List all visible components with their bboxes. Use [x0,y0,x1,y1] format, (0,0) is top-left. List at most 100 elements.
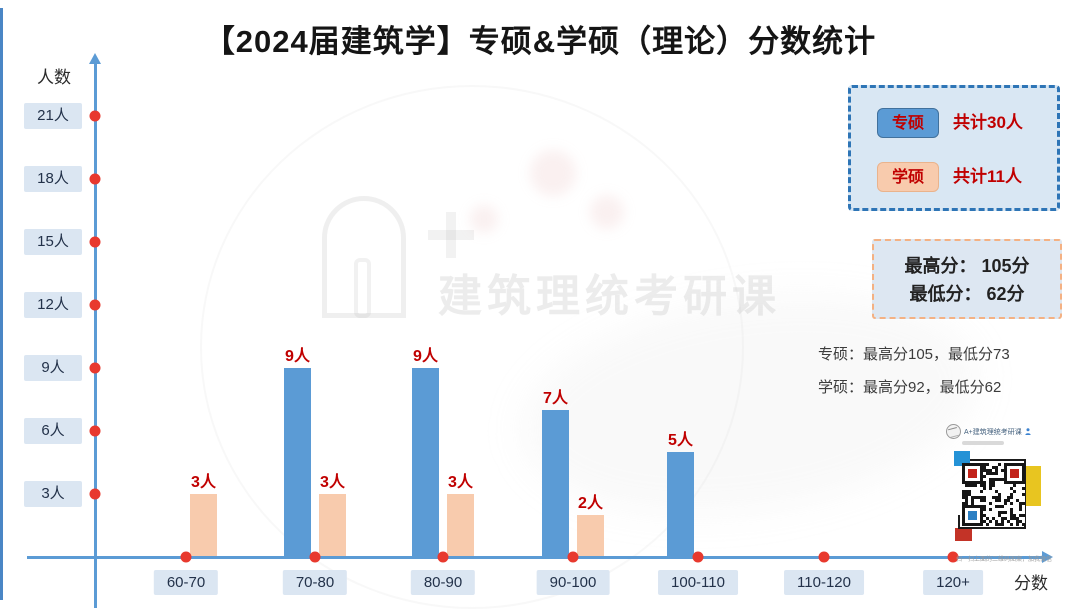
qr-module [998,463,1001,466]
qr-module [989,478,992,481]
qr-module [995,505,998,508]
qr-module [998,505,1001,508]
qr-module [962,493,965,496]
qr-module [986,472,989,475]
bar-value-label: 3人 [191,474,216,491]
qr-account-name: A+建筑理统考研课 [964,428,1022,436]
y-tick-dot [89,425,101,437]
qr-module [992,466,995,469]
qr-module [986,469,989,472]
mondrian-red-rect [955,528,972,541]
x-tick-label: 120+ [923,570,983,595]
qr-module [1001,511,1004,514]
qr-module [965,502,968,505]
mondrian-yellow-rect [1025,466,1041,506]
qr-module [1010,517,1013,520]
qr-module [962,502,965,505]
qr-module [1001,469,1004,472]
qr-module [983,520,986,523]
qr-module [1022,493,1025,496]
bar-value-label: 7人 [543,390,568,407]
bar-value-label: 5人 [668,432,693,449]
qr-module [998,499,1001,502]
qr-module [992,472,995,475]
qr-module [983,514,986,517]
qr-module [1010,487,1013,490]
legend-total-pro-master: 共计30人 [953,113,1023,132]
qr-module [992,517,995,520]
qr-module [1019,505,1022,508]
qr-module [1001,478,1004,481]
qr-frame-line [958,527,1026,529]
qr-module [995,466,998,469]
qr-module [998,511,1001,514]
qr-module [965,484,968,487]
qr-module [1016,520,1019,523]
qr-module [989,508,992,511]
y-tick-dot [89,110,101,122]
qr-module [983,481,986,484]
qr-module [1019,514,1022,517]
bar-pro-master-70-80 [284,368,311,557]
qr-module [989,481,992,484]
y-tick-label: 18人 [24,166,82,192]
x-tick-dot [692,551,704,563]
x-tick-dot [818,551,830,563]
min-score-line: 最低分： 62分 [909,284,1025,304]
qr-module [1016,523,1019,526]
qr-module [983,505,986,508]
qr-module [1013,514,1016,517]
qr-module [1016,517,1019,520]
qr-module [998,523,1001,526]
qr-module [992,484,995,487]
qr-module [1010,493,1013,496]
x-tick-dot [947,551,959,563]
y-tick-dot [89,173,101,185]
series-notes: 专硕：最高分105，最低分73 学硕：最高分92，最低分62 [818,343,1010,409]
y-tick-label: 6人 [24,418,82,444]
qr-module [965,490,968,493]
qr-module [965,496,968,499]
qr-module [986,523,989,526]
qr-module [983,508,986,511]
qr-module [983,463,986,466]
qr-module [968,493,971,496]
qr-module [1022,523,1025,526]
qr-module [995,469,998,472]
y-tick-label: 9人 [24,355,82,381]
qr-subline-placeholder [962,441,1004,445]
legend-total-academic-master: 共计11人 [953,167,1022,186]
qr-module [1010,502,1013,505]
qr-module [983,466,986,469]
qr-finder-top-left [962,463,983,484]
qr-module [992,481,995,484]
legend-chip-academic-master: 学硕 [877,162,939,192]
x-tick-dot [437,551,449,563]
qr-code-block: A+建筑理统考研课 扫一扫上面的二维码图案，加我微信 [946,424,1062,563]
x-tick-label: 70-80 [282,570,348,595]
qr-module [1001,520,1004,523]
slide-left-border [0,8,3,600]
qr-module [989,502,992,505]
qr-module [992,496,995,499]
qr-module [983,487,986,490]
qr-module [980,499,983,502]
qr-module [962,496,965,499]
bar-academic-master-80-90 [447,494,474,557]
x-axis-title: 分数 [1014,574,1048,593]
qr-module [1013,490,1016,493]
qr-module [989,487,992,490]
qr-module [1019,508,1022,511]
qr-module [971,484,974,487]
legend-row-pro-master: 专硕 共计30人 [851,108,1057,138]
qr-module [983,484,986,487]
qr-module [998,478,1001,481]
max-score-line: 最高分： 105分 [904,256,1030,276]
qr-module [965,499,968,502]
bar-academic-master-90-100 [577,515,604,557]
qr-module [974,496,977,499]
qr-module [1004,517,1007,520]
qr-module [1007,520,1010,523]
avatar [946,424,961,439]
